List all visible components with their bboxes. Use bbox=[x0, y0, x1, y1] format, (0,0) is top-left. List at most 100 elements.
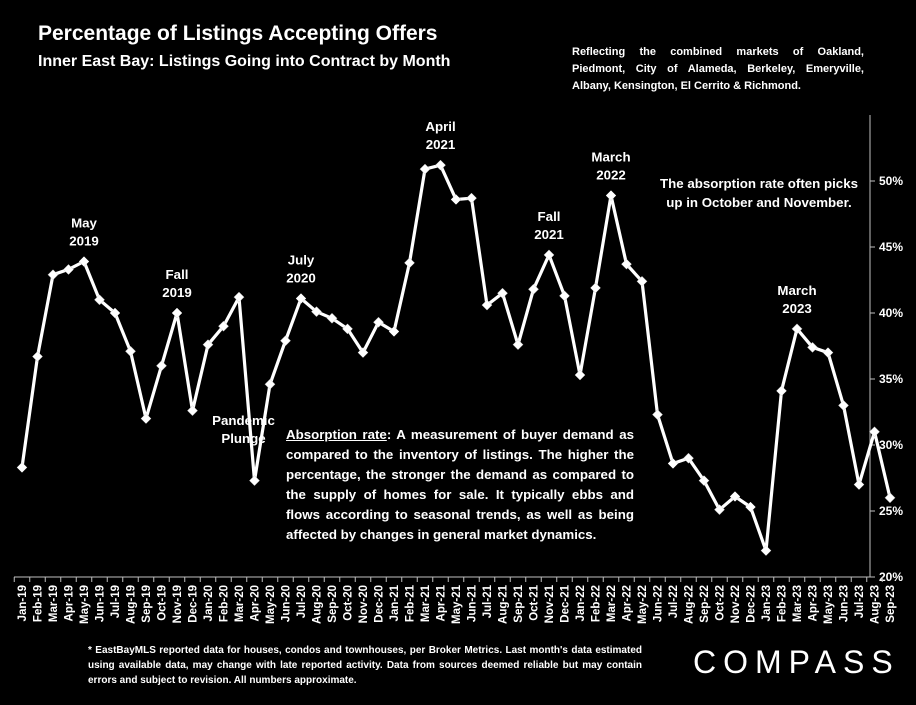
data-point bbox=[63, 264, 74, 275]
x-tick-label: Feb-22 bbox=[591, 585, 603, 622]
annotation-line: July bbox=[288, 252, 315, 267]
x-tick-label: May-23 bbox=[823, 585, 835, 624]
x-tick-label: Jan-22 bbox=[575, 585, 587, 621]
x-tick-label: Sep-19 bbox=[141, 585, 153, 623]
annotation-line: March bbox=[591, 150, 630, 165]
data-point bbox=[156, 360, 167, 372]
data-point bbox=[311, 306, 322, 318]
data-point bbox=[280, 335, 291, 347]
data-point bbox=[729, 491, 741, 502]
x-tick-label: Nov-22 bbox=[730, 585, 742, 623]
annotation-line: Plunge bbox=[221, 431, 265, 446]
x-tick-label: Jan-23 bbox=[761, 585, 773, 621]
data-point bbox=[357, 347, 369, 358]
data-point bbox=[140, 413, 152, 424]
annotation-line: Fall bbox=[166, 267, 189, 282]
data-point bbox=[326, 312, 338, 324]
data-point bbox=[853, 479, 865, 490]
data-point bbox=[714, 504, 725, 516]
data-point bbox=[869, 426, 880, 438]
y-tick-label: 35% bbox=[879, 372, 903, 386]
annotation-line: April bbox=[425, 119, 455, 134]
data-point bbox=[698, 475, 710, 486]
x-tick-label: Aug-21 bbox=[498, 584, 510, 624]
annotation-label: April 2021 bbox=[425, 119, 456, 152]
data-point bbox=[419, 163, 431, 175]
annotation-label: March 2022 bbox=[591, 150, 630, 183]
x-tick-label: Jun-20 bbox=[281, 585, 293, 622]
x-tick-label: May-21 bbox=[451, 584, 463, 624]
data-point bbox=[109, 307, 121, 319]
data-point bbox=[388, 326, 400, 337]
x-tick-label: Jul-23 bbox=[854, 585, 866, 618]
x-tick-label: Jan-20 bbox=[203, 585, 215, 621]
annotation-label: Fall 2021 bbox=[534, 209, 564, 242]
data-point bbox=[497, 287, 508, 299]
x-tick-label: Oct-19 bbox=[157, 585, 169, 621]
data-point bbox=[776, 385, 787, 397]
x-tick-label: Apr-23 bbox=[808, 585, 820, 621]
y-tick-label: 40% bbox=[879, 306, 903, 320]
x-tick-label: Feb-20 bbox=[219, 585, 231, 622]
annotation-line: March bbox=[777, 283, 816, 298]
data-point bbox=[838, 400, 849, 411]
data-point bbox=[466, 192, 477, 204]
data-point bbox=[16, 462, 28, 473]
x-tick-label: Mar-21 bbox=[420, 584, 432, 622]
annotation-label: July 2020 bbox=[286, 252, 316, 285]
x-tick-label: Mar-22 bbox=[606, 585, 618, 622]
data-point bbox=[512, 339, 524, 351]
x-tick-label: Sep-22 bbox=[699, 585, 711, 623]
annotation-line: 2019 bbox=[162, 285, 192, 300]
x-tick-label: Mar-23 bbox=[792, 585, 804, 622]
x-tick-label: Jun-21 bbox=[467, 584, 479, 622]
x-tick-label: Dec-19 bbox=[188, 585, 200, 623]
data-point bbox=[295, 293, 307, 304]
x-tick-label: May-22 bbox=[637, 585, 649, 624]
data-point bbox=[342, 323, 353, 335]
data-point bbox=[652, 409, 663, 420]
data-point bbox=[745, 501, 756, 513]
data-point bbox=[636, 275, 648, 287]
data-point bbox=[667, 458, 679, 469]
data-point bbox=[404, 257, 415, 269]
chart-subtitle: Inner East Bay: Listings Going into Cont… bbox=[38, 53, 451, 70]
data-point bbox=[822, 347, 834, 358]
data-point bbox=[202, 339, 214, 351]
y-tick-label: 25% bbox=[879, 504, 903, 518]
x-tick-label: Jan-19 bbox=[17, 585, 29, 621]
data-point bbox=[574, 369, 586, 381]
data-point bbox=[125, 345, 136, 357]
x-tick-label: Jul-19 bbox=[110, 585, 122, 618]
compass-logo: COMPASS bbox=[693, 644, 900, 680]
data-point bbox=[884, 492, 896, 504]
x-tick-label: Sep-21 bbox=[513, 584, 525, 622]
data-point bbox=[559, 290, 570, 302]
x-tick-label: May-19 bbox=[79, 585, 91, 624]
x-tick-label: Apr-20 bbox=[250, 585, 262, 621]
x-tick-label: Nov-19 bbox=[172, 585, 184, 623]
annotation-line: 2022 bbox=[596, 168, 626, 183]
x-tick-label: Jun-19 bbox=[95, 585, 107, 622]
annotation-line: 2023 bbox=[782, 301, 812, 316]
annotation-line: 2020 bbox=[286, 270, 316, 285]
x-tick-label: Apr-19 bbox=[64, 585, 76, 621]
y-tick-label: 50% bbox=[879, 174, 903, 188]
annotation-line: 2021 bbox=[426, 137, 456, 152]
x-tick-label: Jun-23 bbox=[839, 585, 851, 622]
annotation-label: Fall 2019 bbox=[162, 267, 192, 300]
annotation-label: May 2019 bbox=[69, 216, 99, 249]
x-tick-label: Jan-21 bbox=[389, 584, 401, 621]
x-tick-label: Feb-23 bbox=[777, 585, 789, 622]
data-point bbox=[94, 294, 105, 306]
x-tick-label: Jun-22 bbox=[653, 585, 665, 622]
x-tick-label: Dec-21 bbox=[560, 584, 572, 622]
data-point bbox=[760, 545, 772, 556]
x-tick-label: Jul-20 bbox=[296, 585, 308, 618]
y-tick-label: 45% bbox=[879, 240, 903, 254]
region-note: Reflecting the combined markets of Oakla… bbox=[572, 46, 864, 92]
x-tick-label: May-20 bbox=[265, 585, 277, 624]
data-point bbox=[605, 190, 617, 201]
data-point bbox=[249, 475, 260, 486]
data-point bbox=[32, 351, 43, 362]
